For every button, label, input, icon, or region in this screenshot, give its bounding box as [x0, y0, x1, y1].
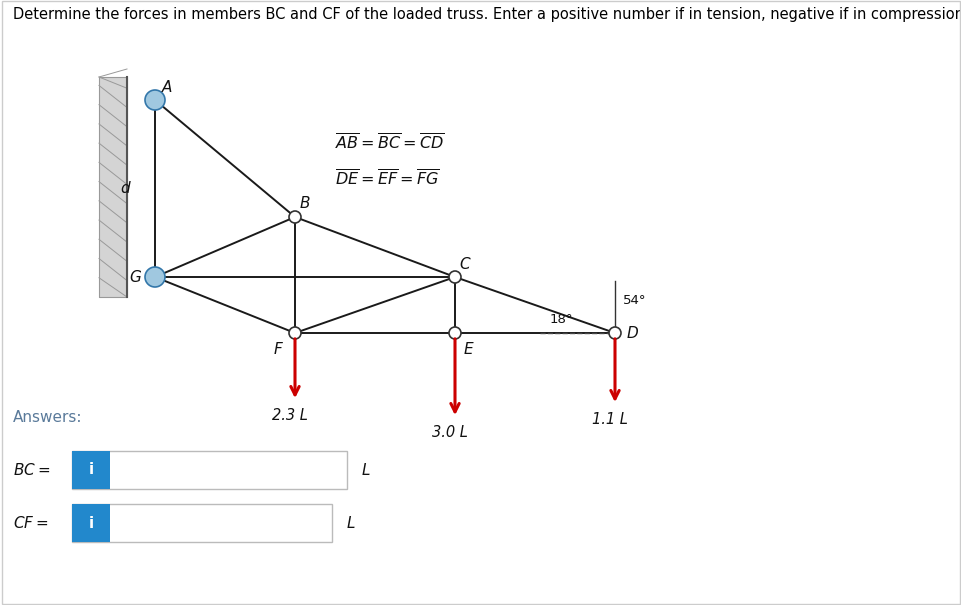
- Bar: [72, 504, 110, 542]
- Bar: [99, 77, 127, 297]
- Text: 54°: 54°: [623, 295, 646, 307]
- Text: d: d: [120, 181, 130, 196]
- Text: $BC =$: $BC =$: [13, 462, 50, 478]
- Text: $L$: $L$: [360, 462, 370, 478]
- Circle shape: [449, 271, 460, 283]
- Text: 2.3 L: 2.3 L: [272, 408, 308, 423]
- Text: 3.0 L: 3.0 L: [431, 425, 467, 440]
- Text: $CF =$: $CF =$: [13, 515, 48, 531]
- Circle shape: [145, 90, 165, 110]
- Text: G: G: [129, 269, 141, 284]
- Text: $\overline{AB} = \overline{BC} = \overline{CD}$: $\overline{AB} = \overline{BC} = \overli…: [334, 133, 444, 153]
- Text: 1.1 L: 1.1 L: [591, 412, 628, 427]
- Circle shape: [288, 211, 301, 223]
- Circle shape: [608, 327, 621, 339]
- Text: 18°: 18°: [550, 313, 573, 326]
- Circle shape: [145, 267, 165, 287]
- Bar: [72, 504, 332, 542]
- Text: Answers:: Answers:: [13, 410, 83, 425]
- Text: A: A: [161, 79, 172, 94]
- Text: $L$: $L$: [346, 515, 356, 531]
- Text: Determine the forces in members BC and CF of the loaded truss. Enter a positive : Determine the forces in members BC and C…: [13, 7, 961, 22]
- Circle shape: [288, 327, 301, 339]
- Text: E: E: [462, 342, 472, 358]
- Text: F: F: [273, 342, 283, 358]
- Bar: [72, 451, 347, 489]
- Text: i: i: [88, 462, 93, 477]
- Text: i: i: [88, 515, 93, 531]
- Text: $\overline{DE} = \overline{EF} = \overline{FG}$: $\overline{DE} = \overline{EF} = \overli…: [334, 169, 439, 189]
- Text: C: C: [459, 257, 470, 272]
- Text: B: B: [300, 197, 310, 212]
- Circle shape: [449, 327, 460, 339]
- Bar: [72, 451, 110, 489]
- Text: D: D: [626, 325, 637, 341]
